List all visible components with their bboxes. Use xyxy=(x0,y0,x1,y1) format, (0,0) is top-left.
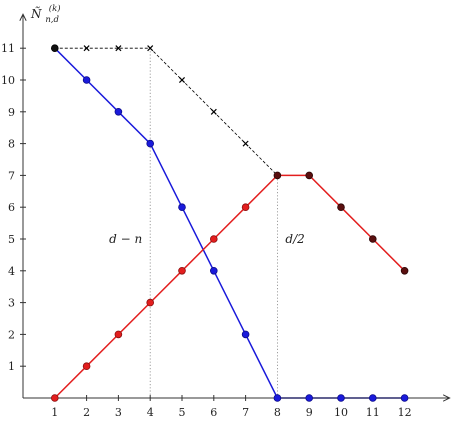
x-tick-label: 3 xyxy=(115,406,122,419)
blue-series-point xyxy=(82,76,91,84)
vertical-guides: d − n d/2 xyxy=(109,48,305,398)
envelope-cross-point xyxy=(210,108,217,115)
envelope-cross-point xyxy=(242,140,249,147)
red-series-point xyxy=(146,298,155,307)
x-tick-label: 11 xyxy=(366,406,380,419)
blue-series-point xyxy=(50,44,59,52)
blue-series-point xyxy=(114,108,123,116)
red-series-point xyxy=(210,235,218,243)
y-tick-label: 6 xyxy=(8,201,15,214)
series-line-red xyxy=(54,174,406,399)
x-tick-label: 10 xyxy=(334,406,348,419)
x-tick-label: 1 xyxy=(51,406,58,419)
markers-layer xyxy=(50,44,409,402)
blue-series-point xyxy=(400,394,409,402)
y-tick-label: 10 xyxy=(1,74,15,87)
x-tick-label: 7 xyxy=(242,406,249,419)
y-tick-label: 1 xyxy=(8,360,15,373)
red-series-point xyxy=(400,266,409,275)
x-tick-label: 9 xyxy=(306,406,313,419)
guide-annotation: d − n xyxy=(109,232,142,246)
red-series-point xyxy=(305,171,314,180)
y-tick-label: 2 xyxy=(8,328,15,341)
series-line-envelope xyxy=(54,47,405,272)
y-axis-label-sub: n,d xyxy=(45,15,59,25)
red-series-point xyxy=(50,394,59,402)
blue-series-point xyxy=(273,394,282,402)
red-series-point xyxy=(337,203,345,212)
envelope-cross-point xyxy=(147,45,154,52)
y-tick-label: 9 xyxy=(8,106,15,119)
y-tick-label: 4 xyxy=(8,265,15,278)
y-axis-label-sup: (k) xyxy=(49,3,61,14)
y-tick-label: 8 xyxy=(8,138,15,151)
blue-series-point xyxy=(146,139,155,148)
red-series-point xyxy=(178,266,186,275)
x-tick-label: 12 xyxy=(398,406,412,419)
blue-series-point xyxy=(210,266,218,275)
y-tick-label: 11 xyxy=(1,42,15,55)
blue-series-point xyxy=(337,394,345,402)
red-series-point xyxy=(241,203,250,212)
red-series-point xyxy=(114,330,123,339)
red-series-point xyxy=(273,171,282,180)
y-tick-label: 5 xyxy=(8,233,15,246)
x-tick-label: 6 xyxy=(210,406,217,419)
blue-series-point xyxy=(178,203,186,212)
y-axis-label-main: Ñ xyxy=(30,6,42,21)
blue-series-point xyxy=(368,394,377,402)
x-tick-label: 4 xyxy=(147,406,154,419)
blue-series-point xyxy=(305,394,314,402)
envelope-cross-point xyxy=(178,76,186,84)
y-tick-label: 3 xyxy=(8,297,15,310)
envelope-cross-point xyxy=(83,45,90,52)
y-axis-label: Ñ n,d (k) xyxy=(30,3,63,25)
axes xyxy=(23,15,449,398)
blue-series-point xyxy=(241,330,250,339)
envelope-cross-point xyxy=(115,45,122,52)
guide-annotation: d/2 xyxy=(285,232,304,246)
series-layer xyxy=(54,47,406,399)
red-series-point xyxy=(82,362,91,371)
y-tick-label: 7 xyxy=(8,169,15,182)
x-tick-label: 5 xyxy=(179,406,186,419)
x-tick-label: 8 xyxy=(274,406,281,419)
red-series-point xyxy=(368,235,377,243)
x-tick-label: 2 xyxy=(83,406,90,419)
